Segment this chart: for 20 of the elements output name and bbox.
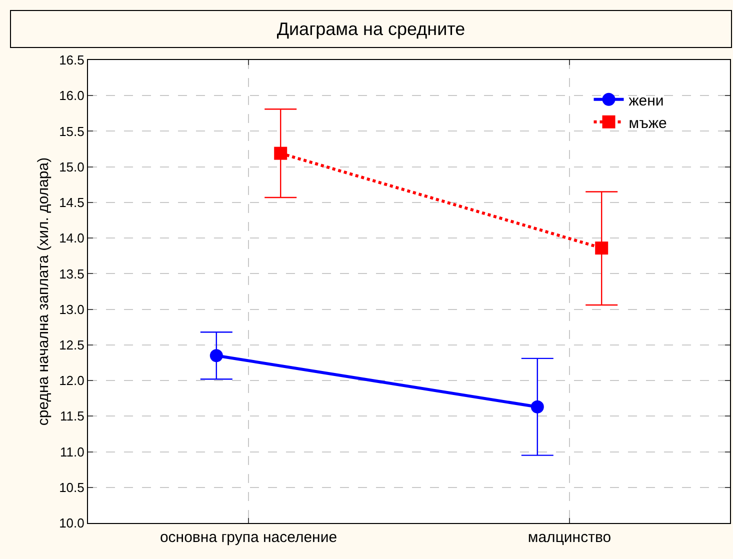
y-tick-label: 11.5 [60, 408, 84, 424]
y-tick-label: 12.0 [59, 373, 84, 388]
legend-label: жени [628, 92, 664, 110]
y-tick-label: 14.0 [59, 230, 84, 246]
x-tick-label: малцинство [528, 529, 612, 546]
y-tick-label: 16.5 [59, 52, 84, 68]
legend-label: мъже [628, 114, 667, 132]
y-tick-label: 10.5 [59, 480, 84, 495]
y-tick-label: 15.5 [59, 124, 84, 139]
y-tick-label: 15.0 [59, 159, 84, 174]
y-tick-label: 14.5 [59, 195, 84, 210]
y-tick-label: 12.5 [59, 337, 84, 352]
y-tick-label: 16.0 [59, 88, 84, 104]
y-tick-label: 13.5 [59, 266, 84, 282]
x-tick-label: основна група население [160, 529, 338, 546]
chart-title: Диаграма на средните [10, 10, 732, 48]
y-tick-label: 11.0 [60, 444, 84, 460]
y-tick-label: 10.0 [59, 516, 84, 531]
y-tick-label: 13.0 [59, 302, 84, 317]
y-axis-title: средна начална заплата (хил. долара) [35, 157, 52, 426]
